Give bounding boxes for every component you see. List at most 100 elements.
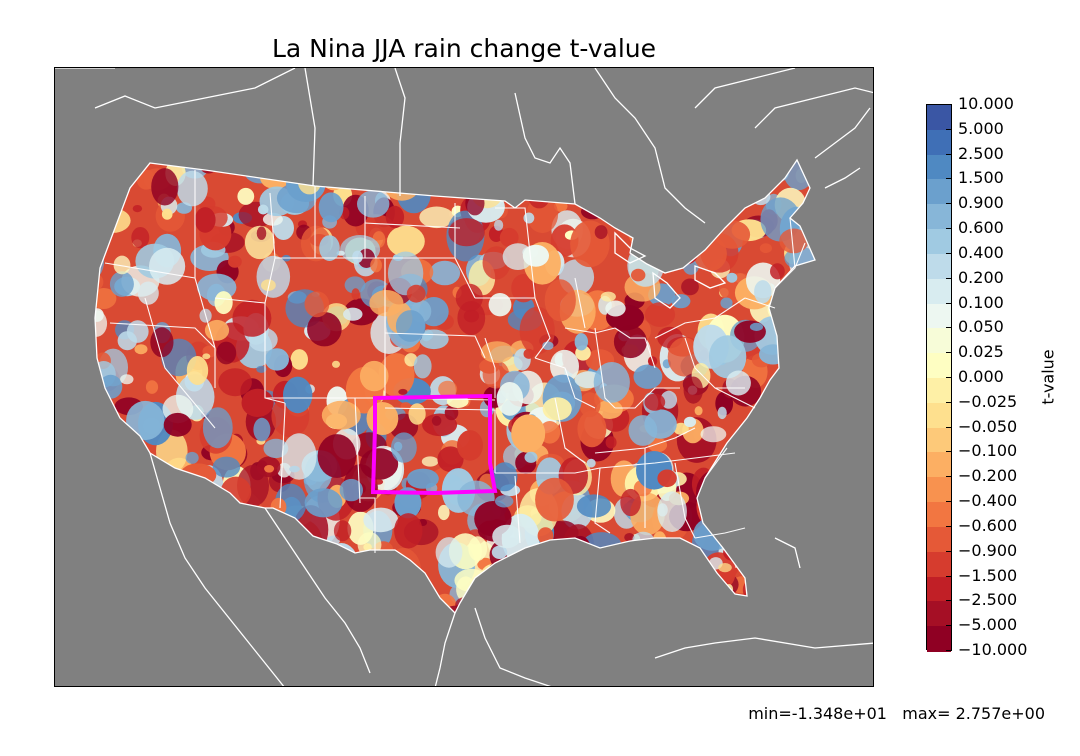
field-patch bbox=[624, 563, 664, 607]
colorbar-tick-mark bbox=[946, 252, 952, 254]
field-patch bbox=[766, 492, 781, 504]
colorbar-tick-label: 0.100 bbox=[958, 292, 1004, 312]
field-patch bbox=[256, 255, 291, 298]
field-patch bbox=[761, 503, 783, 532]
field-patch bbox=[161, 208, 173, 220]
colorbar-tick-label: −10.000 bbox=[958, 640, 1028, 659]
field-patch bbox=[216, 504, 245, 522]
field-patch bbox=[781, 160, 815, 191]
field-patch bbox=[574, 333, 588, 351]
field-patch bbox=[95, 428, 111, 448]
field-patch bbox=[250, 601, 281, 613]
field-patch bbox=[682, 562, 692, 571]
field-patch bbox=[214, 291, 233, 315]
field-patch bbox=[95, 208, 131, 233]
field-patch bbox=[387, 251, 424, 296]
field-patch bbox=[104, 467, 115, 474]
field-patch bbox=[76, 582, 93, 600]
field-patch bbox=[457, 160, 474, 176]
field-patch bbox=[727, 471, 754, 489]
field-patch bbox=[770, 263, 785, 280]
field-patch bbox=[95, 584, 112, 612]
field-patch bbox=[709, 577, 720, 586]
field-patch bbox=[681, 278, 699, 296]
colorbar-segment bbox=[927, 204, 951, 230]
field-patch bbox=[351, 288, 360, 300]
field-patch bbox=[503, 573, 538, 611]
field-patch bbox=[374, 479, 384, 485]
field-patch bbox=[237, 187, 255, 205]
colorbar-tick-mark bbox=[946, 650, 952, 651]
field-patch bbox=[675, 603, 696, 613]
field-patch bbox=[322, 622, 336, 631]
field-patch bbox=[176, 170, 208, 207]
map-canvas bbox=[55, 68, 873, 686]
field-patch bbox=[586, 458, 596, 468]
field-patch bbox=[605, 300, 626, 317]
field-patch bbox=[668, 586, 697, 611]
field-patch bbox=[531, 581, 564, 613]
field-patch bbox=[370, 160, 384, 169]
field-patch bbox=[348, 576, 366, 596]
field-patch bbox=[523, 212, 535, 224]
field-patch bbox=[372, 593, 386, 607]
field-patch bbox=[410, 170, 429, 192]
field-patch bbox=[241, 388, 274, 417]
field-patch bbox=[710, 170, 738, 188]
colorbar-segment bbox=[927, 303, 951, 329]
field-patch bbox=[435, 537, 463, 568]
field-patch bbox=[747, 564, 779, 593]
field-patch bbox=[402, 608, 430, 613]
field-patch bbox=[256, 577, 283, 610]
field-patch bbox=[172, 600, 205, 613]
field-patch bbox=[754, 434, 776, 461]
field-patch bbox=[720, 463, 747, 482]
field-patch bbox=[113, 255, 131, 275]
colorbar-tick-mark bbox=[946, 377, 952, 378]
field-patch bbox=[354, 160, 376, 177]
field-patch bbox=[703, 207, 726, 233]
field-patch bbox=[457, 430, 483, 461]
field-patch bbox=[670, 550, 696, 575]
colorbar-segment bbox=[927, 526, 951, 553]
map-title: La Nina JJA rain change t-value bbox=[271, 34, 657, 63]
colorbar-tick-label: 0.400 bbox=[958, 242, 1004, 262]
field-patch bbox=[163, 412, 192, 437]
field-patch bbox=[632, 613, 649, 624]
field-patch bbox=[159, 517, 197, 558]
field-patch bbox=[78, 439, 93, 457]
field-patch bbox=[765, 398, 789, 412]
colorbar-segment bbox=[927, 378, 951, 404]
field-patch bbox=[752, 477, 787, 511]
field-patch bbox=[570, 603, 580, 613]
field-patch bbox=[425, 606, 449, 613]
colorbar-tick-mark bbox=[946, 476, 952, 478]
field-patch bbox=[100, 190, 112, 203]
field-patch bbox=[628, 415, 658, 446]
field-patch bbox=[730, 503, 743, 521]
field-patch bbox=[725, 370, 751, 396]
field-patch bbox=[593, 362, 630, 403]
field-patch bbox=[724, 584, 734, 595]
field-patch bbox=[202, 407, 233, 449]
colorbar-segment bbox=[927, 452, 951, 478]
field-patch bbox=[352, 250, 363, 263]
field-patch bbox=[370, 258, 382, 273]
field-patch bbox=[193, 498, 212, 513]
field-patch bbox=[385, 205, 405, 229]
field-patch bbox=[290, 349, 308, 370]
field-patch bbox=[324, 543, 359, 585]
colorbar-tick-label: −0.025 bbox=[958, 391, 1018, 411]
field-patch bbox=[95, 284, 98, 305]
field-patch bbox=[281, 433, 317, 480]
field-patch bbox=[542, 546, 563, 569]
colorbar-tick-mark bbox=[946, 575, 952, 577]
field-patch bbox=[480, 341, 514, 363]
colorbar-tick-mark bbox=[946, 327, 952, 329]
field-patch bbox=[397, 616, 411, 632]
field-patch bbox=[212, 456, 241, 478]
field-patch bbox=[733, 160, 749, 177]
field-patch bbox=[683, 595, 718, 613]
field-patch bbox=[220, 476, 252, 508]
field-patch bbox=[643, 233, 671, 265]
